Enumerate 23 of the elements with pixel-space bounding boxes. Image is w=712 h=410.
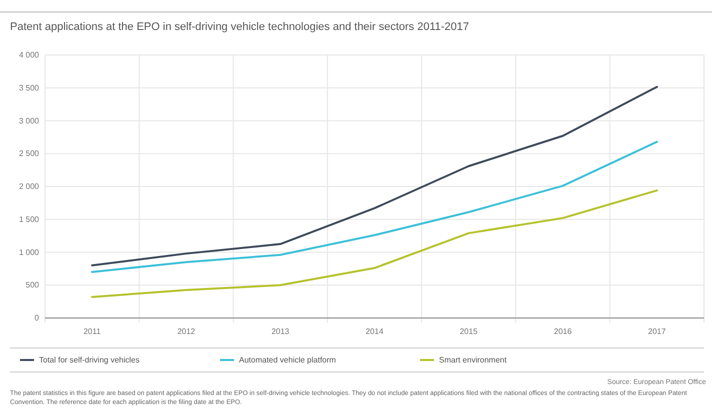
y-tick-label: 0: [34, 314, 40, 323]
line-series: [91, 140, 658, 273]
legend-label: Smart environment: [439, 356, 508, 365]
y-tick-label: 500: [26, 280, 40, 290]
y-tick-label: 2 000: [18, 182, 40, 192]
x-tick-label: 2013: [271, 327, 290, 336]
x-tick-label: 2014: [366, 327, 384, 336]
line-series: [91, 189, 658, 298]
chart-title: Patent applications at the EPO in self-driving vehicle technologies and their sectors 2011-2017: [10, 21, 470, 33]
x-tick-label: 2015: [460, 327, 478, 336]
x-tick-label: 2017: [648, 327, 666, 336]
y-tick-label: 4 000: [18, 50, 40, 60]
x-tick-label: 2016: [554, 327, 572, 336]
x-tick-label: 2011: [83, 327, 102, 336]
legend-label: Total for self-driving vehicles: [39, 356, 140, 365]
x-tick-label: 2012: [177, 327, 196, 336]
line-series: [91, 86, 658, 266]
y-tick-label: 1 500: [18, 214, 40, 224]
y-tick-label: 1 000: [18, 248, 40, 257]
y-tick-label: 2 500: [18, 149, 40, 158]
legend-label: Automated vehicle platform: [239, 356, 336, 365]
y-tick-label: 3 000: [18, 116, 40, 126]
y-tick-label: 3 500: [18, 83, 40, 92]
